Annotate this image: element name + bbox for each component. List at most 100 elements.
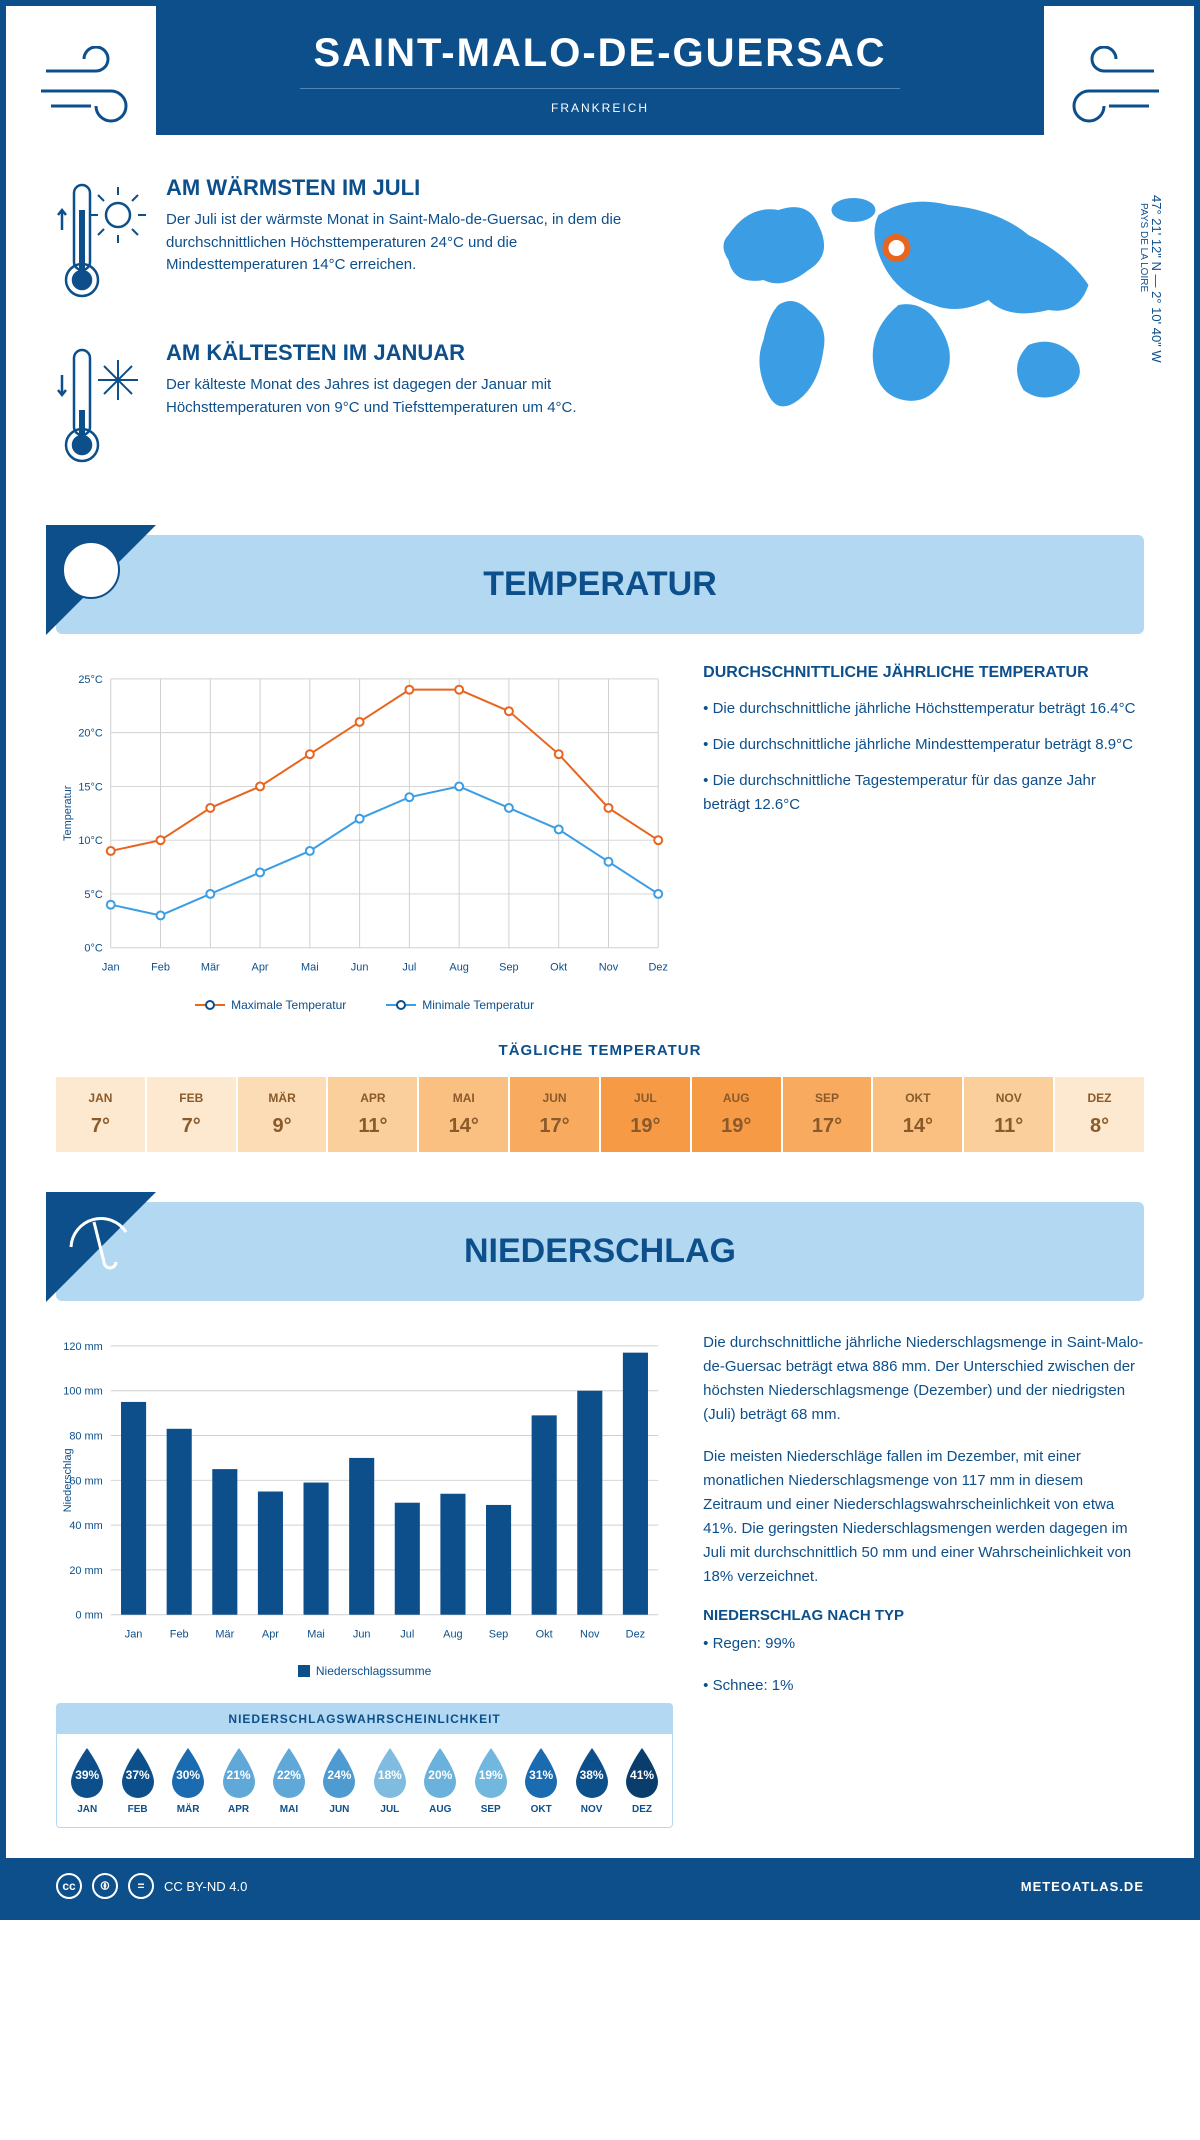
- svg-text:Dez: Dez: [649, 962, 668, 974]
- svg-text:20 mm: 20 mm: [69, 1564, 102, 1576]
- prob-cell: 39% JAN: [63, 1746, 111, 1815]
- svg-text:Mai: Mai: [301, 962, 319, 974]
- svg-text:Mai: Mai: [307, 1628, 325, 1640]
- svg-text:Mär: Mär: [215, 1628, 234, 1640]
- svg-text:Feb: Feb: [170, 1628, 189, 1640]
- svg-text:Okt: Okt: [550, 962, 567, 974]
- svg-text:Sep: Sep: [499, 962, 518, 974]
- license-text: CC BY-ND 4.0: [164, 1879, 247, 1894]
- svg-text:Jun: Jun: [351, 962, 369, 974]
- country-name: FRANKREICH: [300, 88, 900, 115]
- temp-cell: APR11°: [328, 1077, 417, 1152]
- svg-text:Sep: Sep: [489, 1628, 508, 1640]
- prob-cell: 21% APR: [214, 1746, 262, 1815]
- temp-cell: MÄR9°: [238, 1077, 327, 1152]
- temp-bullet: • Die durchschnittliche jährliche Mindes…: [703, 733, 1144, 757]
- daily-temp-table: JAN7°FEB7°MÄR9°APR11°MAI14°JUN17°JUL19°A…: [56, 1077, 1144, 1152]
- svg-text:Jun: Jun: [353, 1628, 371, 1640]
- prob-cell: 38% NOV: [567, 1746, 615, 1815]
- svg-text:Nov: Nov: [599, 962, 619, 974]
- precip-paragraph: Die durchschnittliche jährliche Niedersc…: [703, 1331, 1144, 1427]
- chart-legend: Maximale Temperatur Minimale Temperatur: [56, 998, 673, 1012]
- temp-cell: JAN7°: [56, 1077, 145, 1152]
- svg-text:Jan: Jan: [102, 962, 120, 974]
- prob-cell: 24% JUN: [315, 1746, 363, 1815]
- precipitation-bar-chart: 0 mm 20 mm 40 mm 60 mm 80 mm 100 mm 120 mm Jan F…: [56, 1331, 673, 1650]
- temp-bullet: • Die durchschnittliche jährliche Höchst…: [703, 697, 1144, 721]
- coordinates: 47° 21' 12" N — 2° 10' 40" W PAYS DE LA …: [1138, 195, 1164, 363]
- sun-icon: [46, 525, 156, 635]
- svg-text:15°C: 15°C: [78, 781, 103, 793]
- svg-text:Mär: Mär: [201, 962, 220, 974]
- nd-icon: =: [128, 1873, 154, 1899]
- temp-cell: JUN17°: [510, 1077, 599, 1152]
- prob-cell: 31% OKT: [517, 1746, 565, 1815]
- temp-cell: NOV11°: [964, 1077, 1053, 1152]
- svg-text:Okt: Okt: [536, 1628, 553, 1640]
- fact-warmest: AM WÄRMSTEN IM JULI Der Juli ist der wär…: [56, 175, 633, 310]
- fact-text: Der kälteste Monat des Jahres ist dagege…: [166, 374, 633, 419]
- svg-text:Temperatur: Temperatur: [62, 785, 74, 841]
- svg-text:120 mm: 120 mm: [63, 1340, 103, 1352]
- prob-cell: 20% AUG: [416, 1746, 464, 1815]
- site-name: METEOATLAS.DE: [1021, 1879, 1144, 1894]
- wind-icon: [36, 46, 156, 126]
- svg-text:Apr: Apr: [252, 962, 269, 974]
- temp-bullet: • Die durchschnittliche Tagestemperatur …: [703, 769, 1144, 817]
- prob-cell: 18% JUL: [366, 1746, 414, 1815]
- footer: cc 🅯 = CC BY-ND 4.0 METEOATLAS.DE: [6, 1858, 1194, 1914]
- svg-text:25°C: 25°C: [78, 674, 103, 686]
- svg-text:Jul: Jul: [402, 962, 416, 974]
- temp-text-heading: DURCHSCHNITTLICHE JÄHRLICHE TEMPERATUR: [703, 664, 1144, 682]
- svg-text:40 mm: 40 mm: [69, 1520, 102, 1532]
- precip-bullet: • Regen: 99%: [703, 1632, 1144, 1656]
- title-header: SAINT-MALO-DE-GUERSAC FRANKREICH: [156, 6, 1044, 135]
- by-icon: 🅯: [92, 1873, 118, 1899]
- cc-icon: cc: [56, 1873, 82, 1899]
- section-header-precipitation: NIEDERSCHLAG: [56, 1202, 1144, 1301]
- svg-text:Aug: Aug: [443, 1628, 462, 1640]
- temp-cell: DEZ8°: [1055, 1077, 1144, 1152]
- svg-text:Apr: Apr: [262, 1628, 279, 1640]
- precip-paragraph: Die meisten Niederschläge fallen im Deze…: [703, 1445, 1144, 1589]
- svg-text:0°C: 0°C: [84, 943, 102, 955]
- temp-cell: OKT14°: [873, 1077, 962, 1152]
- world-map-icon: [663, 175, 1144, 435]
- thermometer-cold-icon: [56, 340, 146, 470]
- svg-text:5°C: 5°C: [84, 889, 102, 901]
- temp-cell: AUG19°: [692, 1077, 781, 1152]
- fact-text: Der Juli ist der wärmste Monat in Saint-…: [166, 209, 633, 277]
- wind-icon: [1044, 46, 1164, 126]
- svg-text:80 mm: 80 mm: [69, 1430, 102, 1442]
- prob-cell: 41% DEZ: [618, 1746, 666, 1815]
- svg-text:10°C: 10°C: [78, 835, 103, 847]
- section-header-temperature: TEMPERATUR: [56, 535, 1144, 634]
- svg-text:100 mm: 100 mm: [63, 1385, 103, 1397]
- svg-text:Feb: Feb: [151, 962, 170, 974]
- svg-text:Nov: Nov: [580, 1628, 600, 1640]
- svg-text:20°C: 20°C: [78, 728, 103, 740]
- probability-heading: NIEDERSCHLAGSWAHRSCHEINLICHKEIT: [57, 1704, 672, 1734]
- infographic-page: SAINT-MALO-DE-GUERSAC FRANKREICH AM WÄRM…: [0, 0, 1200, 1920]
- temp-cell: FEB7°: [147, 1077, 236, 1152]
- probability-box: NIEDERSCHLAGSWAHRSCHEINLICHKEIT 39% JAN …: [56, 1703, 673, 1828]
- prob-cell: 30% MÄR: [164, 1746, 212, 1815]
- intro-section: AM WÄRMSTEN IM JULI Der Juli ist der wär…: [6, 135, 1194, 535]
- svg-text:60 mm: 60 mm: [69, 1475, 102, 1487]
- precip-type-heading: NIEDERSCHLAG NACH TYP: [703, 1607, 1144, 1624]
- temp-cell: SEP17°: [783, 1077, 872, 1152]
- precip-bullet: • Schnee: 1%: [703, 1674, 1144, 1698]
- fact-coldest: AM KÄLTESTEN IM JANUAR Der kälteste Mona…: [56, 340, 633, 475]
- city-name: SAINT-MALO-DE-GUERSAC: [176, 31, 1024, 76]
- svg-text:0 mm: 0 mm: [75, 1609, 102, 1621]
- svg-text:Jul: Jul: [400, 1628, 414, 1640]
- umbrella-icon: [46, 1192, 156, 1302]
- thermometer-hot-icon: [56, 175, 146, 305]
- svg-text:Niederschlag: Niederschlag: [62, 1448, 74, 1512]
- svg-text:Jan: Jan: [125, 1628, 143, 1640]
- prob-cell: 22% MAI: [265, 1746, 313, 1815]
- svg-text:Aug: Aug: [449, 962, 468, 974]
- temperature-line-chart: 0°C 5°C 10°C 15°C 20°C 25°C Jan Feb Mär Apr Mai Jun…: [56, 664, 673, 983]
- prob-cell: 37% FEB: [113, 1746, 161, 1815]
- svg-text:Dez: Dez: [626, 1628, 645, 1640]
